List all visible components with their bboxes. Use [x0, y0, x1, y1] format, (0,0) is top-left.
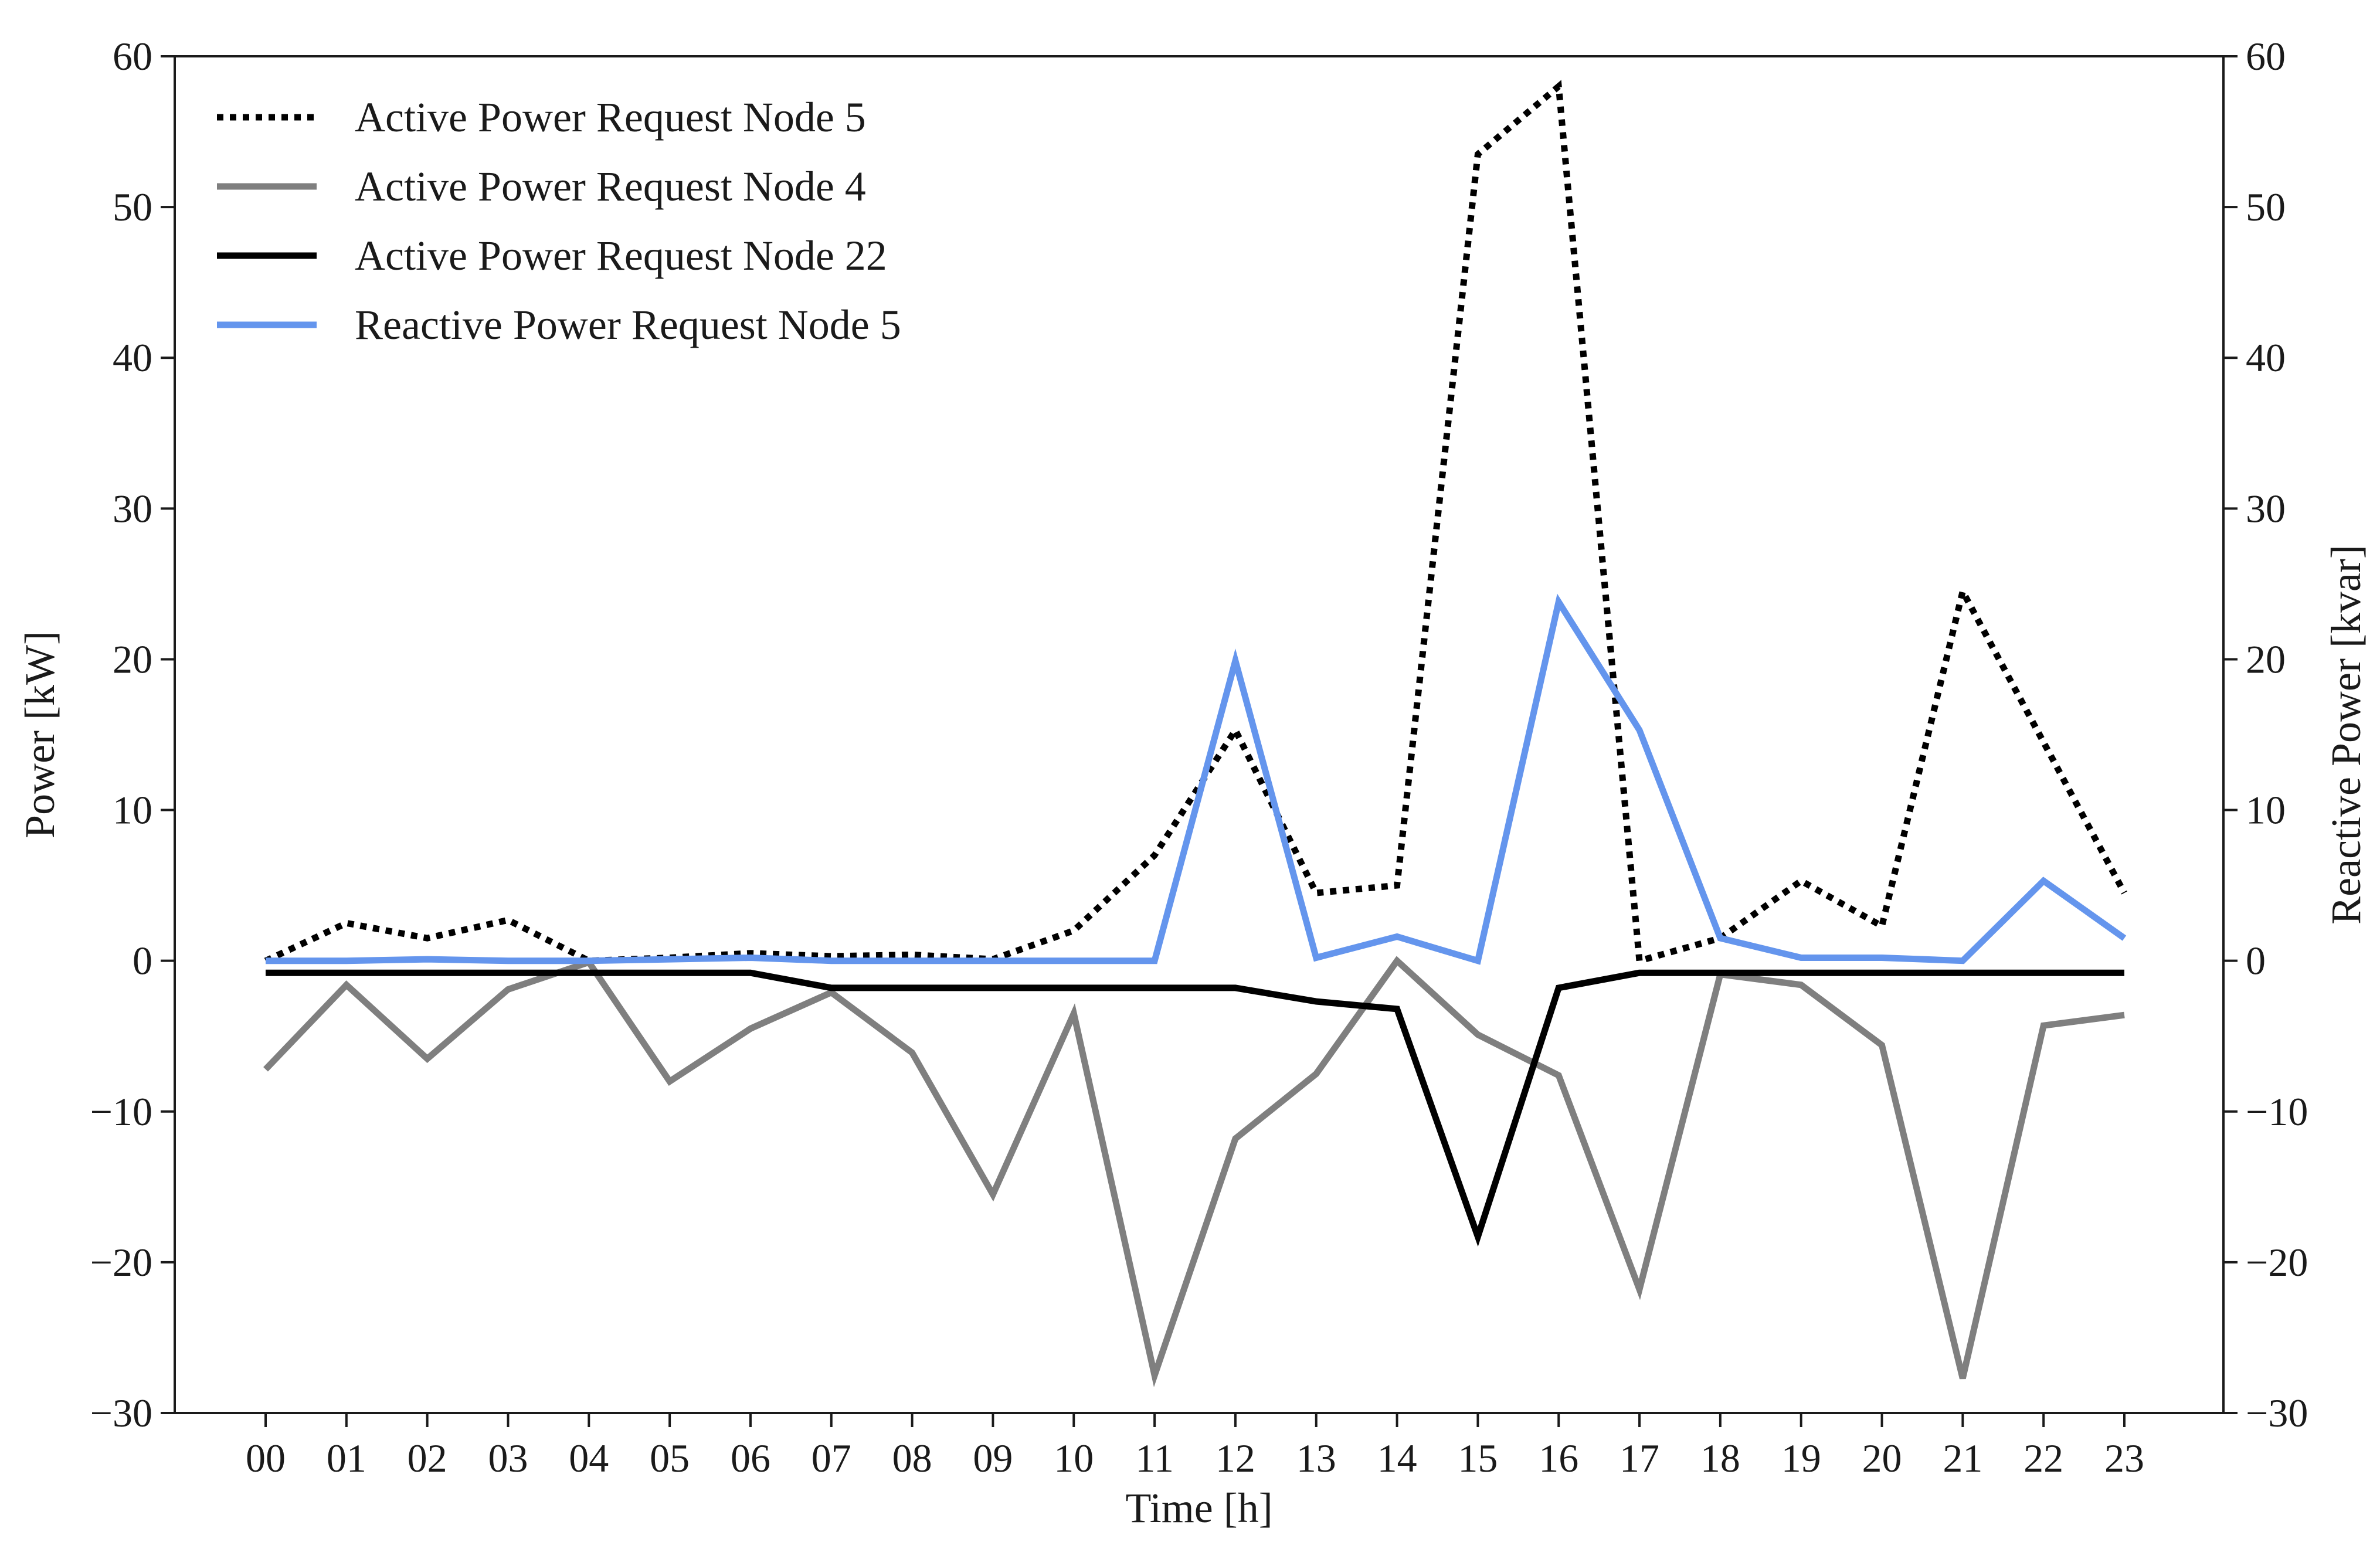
y-tick-label: −10	[90, 1089, 152, 1134]
x-tick-label: 20	[1862, 1436, 1902, 1480]
y2-tick-label: 10	[2246, 788, 2286, 833]
y2-tick-label: 40	[2246, 335, 2286, 380]
x-tick-label: 00	[246, 1436, 286, 1480]
x-tick-label: 17	[1620, 1436, 1659, 1480]
legend-label-3: Active Power Request Node 22	[355, 232, 887, 279]
y-tick-label: 30	[113, 486, 152, 531]
legend-label-2: Active Power Request Node 4	[355, 163, 866, 210]
x-tick-label: 01	[327, 1436, 366, 1480]
left-axis: −30 −20 −10 0 10 20 30 40 50 60	[90, 34, 175, 1435]
series-line-3	[266, 969, 2124, 1247]
y2-tick-label: −30	[2246, 1391, 2308, 1435]
x-tick-label: 04	[569, 1436, 609, 1480]
legend-label-1: Active Power Request Node 5	[355, 94, 866, 141]
x-tick-label: 07	[812, 1436, 851, 1480]
plot-frame	[174, 55, 2225, 1414]
y2-tick-label: 30	[2246, 486, 2286, 531]
x-tick-label: 02	[408, 1436, 447, 1480]
x-tick-label: 22	[2023, 1436, 2063, 1480]
x-tick-label: 15	[1458, 1436, 1498, 1480]
y2-tick-label: −20	[2246, 1240, 2308, 1285]
y-tick-label: 60	[113, 34, 152, 79]
y-axis-title: Power [kW]	[16, 631, 63, 838]
y-tick-label: 40	[113, 335, 152, 380]
x-tick-label: 21	[1943, 1436, 1982, 1480]
x-tick-label: 19	[1781, 1436, 1821, 1480]
x-tick-label: 06	[731, 1436, 770, 1480]
y-tick-label: 10	[113, 788, 152, 833]
right-axis: −30 −20 −10 0 10 20 30 40 50 60	[2223, 34, 2308, 1435]
y2-tick-label: 60	[2246, 34, 2286, 79]
y2-tick-label: 20	[2246, 637, 2286, 681]
x-tick-label: 11	[1135, 1436, 1173, 1480]
y2-tick-label: 0	[2246, 939, 2266, 983]
series-line-4	[266, 593, 2127, 965]
y-tick-label: −30	[90, 1391, 152, 1435]
x-tick-label: 10	[1054, 1436, 1094, 1480]
y-tick-label: −20	[90, 1240, 152, 1285]
x-tick-label: 16	[1539, 1436, 1578, 1480]
x-tick-label: 08	[892, 1436, 932, 1480]
x-axis-title: Time [h]	[1125, 1485, 1272, 1531]
x-tick-label: 18	[1700, 1436, 1740, 1480]
x-tick-label: 23	[2104, 1436, 2144, 1480]
x-tick-label: 09	[973, 1436, 1013, 1480]
x-tick-label: 05	[650, 1436, 690, 1480]
y-tick-label: 50	[113, 185, 152, 229]
series-line-1	[264, 80, 2127, 965]
x-axis: 00 01 02 03 04 05 06 07 08 09 10 11 12 13 14 15 16 17 18 19…	[246, 1413, 2144, 1480]
y2-tick-label: −10	[2246, 1089, 2308, 1134]
y-tick-label: 0	[133, 939, 152, 983]
y2-tick-label: 50	[2246, 185, 2286, 229]
legend-label-4: Reactive Power Request Node 5	[355, 301, 901, 348]
x-tick-label: 13	[1296, 1436, 1336, 1480]
y-tick-label: 20	[113, 637, 152, 681]
x-tick-label: 14	[1377, 1436, 1417, 1480]
x-tick-label: 12	[1216, 1436, 1255, 1480]
series-layer	[263, 80, 2127, 1387]
series-line-2	[263, 956, 2125, 1387]
x-tick-label: 03	[488, 1436, 528, 1480]
y2-axis-title: Reactive Power [kvar]	[2323, 545, 2369, 925]
legend: Active Power Request Node 5 Active Power …	[217, 94, 901, 348]
